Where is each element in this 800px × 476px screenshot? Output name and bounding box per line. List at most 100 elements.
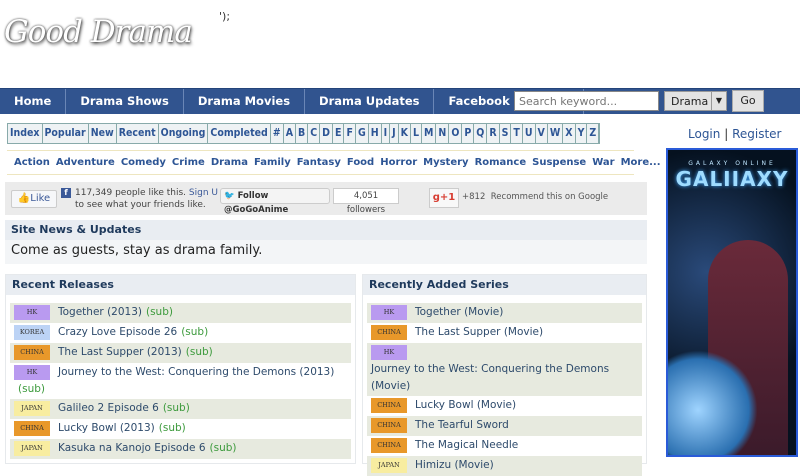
- list-item[interactable]: JAPAN Galileo 2 Episode 6 (sub): [10, 399, 351, 419]
- alpha-link[interactable]: A: [284, 124, 297, 143]
- alpha-link[interactable]: D: [320, 124, 334, 143]
- alpha-link[interactable]: U: [523, 124, 536, 143]
- genre-link[interactable]: Mystery: [423, 157, 469, 168]
- alpha-link[interactable]: V: [536, 124, 548, 143]
- list-item[interactable]: CHINA The Tearful Sword: [367, 416, 642, 436]
- alpha-link[interactable]: B: [296, 124, 309, 143]
- title-link[interactable]: Himizu (Movie): [415, 459, 494, 471]
- country-badge: HK: [371, 345, 407, 360]
- nav-drama-shows[interactable]: Drama Shows: [66, 89, 184, 114]
- alpha-link[interactable]: Popular: [43, 124, 89, 143]
- alpha-link[interactable]: X: [563, 124, 576, 143]
- gplus-count: +812 Recommend this on Google: [462, 192, 608, 202]
- alpha-link[interactable]: L: [411, 124, 423, 143]
- site-logo[interactable]: Good Drama: [4, 14, 193, 50]
- stray-text: ');: [219, 10, 231, 23]
- list-item[interactable]: HK Journey to the West: Conquering the De…: [10, 363, 351, 399]
- title-link[interactable]: Lucky Bowl (2013): [58, 422, 155, 434]
- alpha-link[interactable]: #: [271, 124, 284, 143]
- title-link[interactable]: Kasuka na Kanojo Episode 6: [58, 442, 206, 454]
- alpha-link[interactable]: C: [308, 124, 321, 143]
- nav-drama-updates[interactable]: Drama Updates: [305, 89, 435, 114]
- go-button[interactable]: Go: [732, 90, 764, 112]
- alpha-link[interactable]: P: [462, 124, 475, 143]
- genre-link[interactable]: More...: [620, 157, 661, 168]
- genre-link[interactable]: Drama: [210, 157, 248, 168]
- category-select[interactable]: Drama ▼: [664, 91, 727, 111]
- twitter-label: Follow @GoGoAnime: [224, 191, 289, 215]
- alpha-link[interactable]: E: [333, 124, 345, 143]
- alpha-link[interactable]: R: [487, 124, 500, 143]
- list-item[interactable]: CHINA The Last Supper (Movie): [367, 323, 642, 343]
- alpha-link[interactable]: I: [382, 124, 391, 143]
- genre-link[interactable]: Horror: [380, 157, 418, 168]
- alpha-link[interactable]: N: [436, 124, 450, 143]
- title-link[interactable]: Crazy Love Episode 26: [58, 326, 178, 338]
- title-link[interactable]: Lucky Bowl (Movie): [415, 399, 517, 411]
- title-link[interactable]: Journey to the West: Conquering the Demo…: [371, 363, 610, 392]
- list-item[interactable]: JAPAN Himizu (Movie): [367, 456, 642, 476]
- twitter-follow-button[interactable]: 🐦 Follow @GoGoAnime: [220, 188, 330, 215]
- alpha-link[interactable]: Ongoing: [159, 124, 209, 143]
- list-item[interactable]: HK Journey to the West: Conquering the De…: [367, 343, 642, 396]
- alpha-link[interactable]: F: [344, 124, 356, 143]
- list-item[interactable]: JAPAN Kasuka na Kanojo Episode 6 (sub): [10, 439, 351, 459]
- alpha-link[interactable]: H: [369, 124, 382, 143]
- login-link[interactable]: Login: [688, 127, 721, 141]
- genre-link[interactable]: Family: [253, 157, 291, 168]
- alpha-link[interactable]: Index: [8, 124, 43, 143]
- galaxy-online-ad[interactable]: GALAXY ONLINE GALIIAXY: [666, 148, 798, 457]
- genre-link[interactable]: Action: [14, 157, 50, 168]
- alpha-link[interactable]: S: [500, 124, 512, 143]
- genre-link[interactable]: War: [592, 157, 615, 168]
- title-link[interactable]: Galileo 2 Episode 6: [58, 402, 159, 414]
- genre-link[interactable]: Adventure: [55, 157, 115, 168]
- alpha-link[interactable]: T: [511, 124, 523, 143]
- list-item[interactable]: HK Together (Movie): [367, 303, 642, 323]
- alpha-link[interactable]: Q: [474, 124, 488, 143]
- country-badge: HK: [14, 365, 50, 380]
- title-link[interactable]: The Tearful Sword: [415, 419, 509, 431]
- list-item[interactable]: CHINA The Magical Needle: [367, 436, 642, 456]
- nav-home[interactable]: Home: [0, 89, 67, 114]
- title-link[interactable]: Together (2013): [58, 306, 142, 318]
- nav-drama-movies[interactable]: Drama Movies: [184, 89, 306, 114]
- genre-link[interactable]: Comedy: [120, 157, 166, 168]
- genre-link[interactable]: Suspense: [532, 157, 587, 168]
- alpha-link[interactable]: New: [89, 124, 117, 143]
- alpha-link[interactable]: J: [390, 124, 399, 143]
- list-item[interactable]: CHINA The Last Supper (2013) (sub): [10, 343, 351, 363]
- list-item[interactable]: KOREA Crazy Love Episode 26 (sub): [10, 323, 351, 343]
- alpha-link[interactable]: Z: [587, 124, 600, 143]
- alpha-link[interactable]: Completed: [208, 124, 271, 143]
- country-badge: CHINA: [371, 325, 407, 340]
- genre-link[interactable]: Romance: [474, 157, 527, 168]
- register-link[interactable]: Register: [732, 127, 782, 141]
- country-badge: HK: [14, 305, 50, 320]
- list-item[interactable]: CHINA Lucky Bowl (2013) (sub): [10, 419, 351, 439]
- alpha-link[interactable]: Y: [576, 124, 588, 143]
- alpha-link[interactable]: G: [356, 124, 369, 143]
- genre-link[interactable]: Food: [346, 157, 375, 168]
- genre-link[interactable]: Crime: [171, 157, 205, 168]
- search-input[interactable]: [514, 91, 659, 111]
- google-plus-button[interactable]: g+1: [429, 188, 459, 208]
- fb-like-button[interactable]: 👍Like: [11, 190, 57, 208]
- recent-releases-header: Recent Releases: [6, 275, 355, 295]
- title-link[interactable]: The Magical Needle: [415, 439, 519, 451]
- list-item[interactable]: HK Together (2013) (sub): [10, 303, 351, 323]
- genre-link[interactable]: Fantasy: [296, 157, 341, 168]
- country-badge: CHINA: [371, 438, 407, 453]
- alpha-link[interactable]: Recent: [117, 124, 159, 143]
- list-item[interactable]: CHINA Lucky Bowl (Movie): [367, 396, 642, 416]
- sign-up-link[interactable]: Sign U: [188, 188, 218, 198]
- title-link[interactable]: Together (Movie): [415, 306, 504, 318]
- title-link[interactable]: The Last Supper (2013): [58, 346, 182, 358]
- title-link[interactable]: Journey to the West: Conquering the Demo…: [58, 366, 335, 378]
- followers-count: 4,051 followers: [333, 188, 399, 215]
- alpha-link[interactable]: O: [449, 124, 463, 143]
- alpha-link[interactable]: K: [399, 124, 411, 143]
- title-link[interactable]: The Last Supper (Movie): [415, 326, 544, 338]
- alpha-link[interactable]: W: [548, 124, 564, 143]
- alpha-link[interactable]: M: [422, 124, 437, 143]
